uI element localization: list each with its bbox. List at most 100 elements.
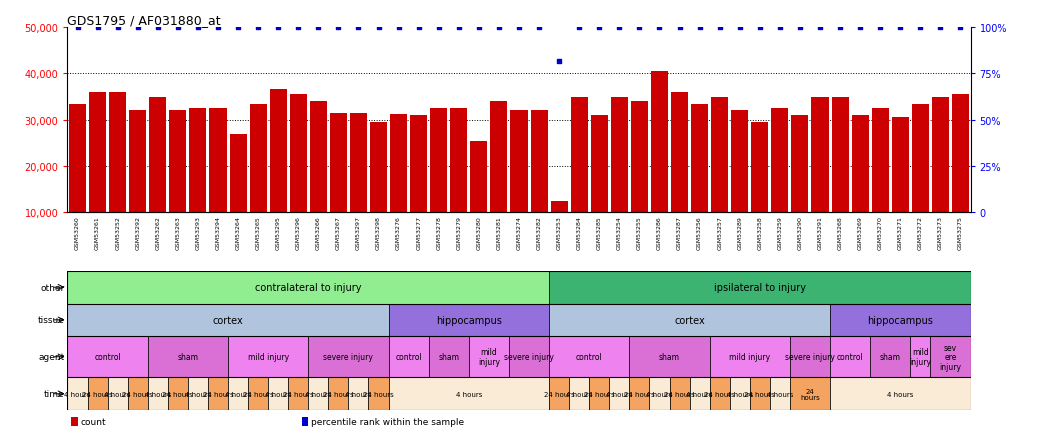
Point bbox=[89, 25, 106, 32]
Point bbox=[952, 25, 968, 32]
Text: percentile rank within the sample: percentile rank within the sample bbox=[311, 417, 464, 426]
Text: GSM53254: GSM53254 bbox=[617, 216, 622, 250]
Text: GSM53268: GSM53268 bbox=[838, 216, 843, 249]
Text: GSM53257: GSM53257 bbox=[717, 216, 722, 250]
Point bbox=[571, 25, 588, 32]
Bar bbox=[830, 336, 870, 378]
Bar bbox=[590, 378, 609, 410]
Point bbox=[711, 25, 728, 32]
Bar bbox=[67, 378, 87, 410]
Bar bbox=[147, 378, 168, 410]
Bar bbox=[651, 72, 668, 259]
Point bbox=[912, 25, 929, 32]
Point bbox=[591, 25, 607, 32]
Point bbox=[752, 25, 768, 32]
Bar bbox=[290, 95, 307, 259]
Point bbox=[691, 25, 708, 32]
Bar bbox=[228, 378, 248, 410]
Bar bbox=[388, 378, 549, 410]
Text: 4 hours: 4 hours bbox=[606, 391, 632, 397]
Point bbox=[892, 25, 908, 32]
Point bbox=[210, 25, 226, 32]
Bar bbox=[549, 336, 629, 378]
Bar bbox=[249, 104, 267, 259]
Text: 4 hours: 4 hours bbox=[185, 391, 211, 397]
Bar bbox=[388, 336, 429, 378]
Point bbox=[551, 58, 568, 65]
Point bbox=[651, 25, 667, 32]
Point bbox=[511, 25, 527, 32]
Text: GSM53277: GSM53277 bbox=[416, 216, 421, 250]
Bar bbox=[952, 95, 969, 259]
Text: tissue: tissue bbox=[37, 316, 64, 325]
Point bbox=[390, 25, 407, 32]
Bar bbox=[930, 336, 971, 378]
Bar bbox=[711, 97, 729, 259]
Text: sham: sham bbox=[177, 352, 198, 362]
Bar bbox=[549, 271, 971, 304]
Bar bbox=[550, 201, 568, 259]
Text: control: control bbox=[94, 352, 121, 362]
Text: sham: sham bbox=[438, 352, 459, 362]
Bar bbox=[770, 378, 790, 410]
Bar bbox=[270, 89, 286, 259]
Bar bbox=[631, 102, 648, 259]
Bar bbox=[72, 418, 78, 426]
Point bbox=[310, 25, 327, 32]
Point bbox=[149, 25, 166, 32]
Bar bbox=[330, 114, 347, 259]
Point bbox=[109, 25, 126, 32]
Bar bbox=[490, 102, 508, 259]
Text: 4 hours: 4 hours bbox=[727, 391, 753, 397]
Text: GSM53292: GSM53292 bbox=[135, 216, 140, 250]
Point bbox=[350, 25, 366, 32]
Bar bbox=[831, 97, 849, 259]
Point bbox=[169, 25, 186, 32]
Text: cortex: cortex bbox=[675, 315, 705, 325]
Text: GSM53291: GSM53291 bbox=[818, 216, 822, 250]
Bar bbox=[910, 336, 930, 378]
Bar bbox=[450, 109, 467, 259]
Point bbox=[672, 25, 688, 32]
Point bbox=[290, 25, 306, 32]
Bar bbox=[229, 134, 247, 259]
Text: mild
injury: mild injury bbox=[909, 348, 931, 366]
Bar bbox=[610, 97, 628, 259]
Bar bbox=[731, 111, 748, 259]
Text: ipsilateral to injury: ipsilateral to injury bbox=[714, 283, 805, 293]
Text: GSM53281: GSM53281 bbox=[496, 216, 501, 249]
Point bbox=[270, 25, 286, 32]
Text: GSM53253: GSM53253 bbox=[556, 216, 562, 250]
Text: GSM53298: GSM53298 bbox=[376, 216, 381, 250]
Bar bbox=[730, 378, 749, 410]
Bar bbox=[629, 336, 710, 378]
Bar bbox=[268, 378, 289, 410]
Bar bbox=[470, 141, 488, 259]
Bar bbox=[469, 336, 509, 378]
Text: GSM53272: GSM53272 bbox=[918, 216, 923, 250]
Text: 4 hours: 4 hours bbox=[265, 391, 292, 397]
Bar bbox=[128, 378, 147, 410]
Bar bbox=[350, 114, 367, 259]
Bar bbox=[89, 93, 106, 259]
Bar bbox=[911, 104, 929, 259]
Bar bbox=[549, 378, 569, 410]
Text: 4 hours: 4 hours bbox=[887, 391, 913, 397]
Bar bbox=[69, 104, 86, 259]
Text: GSM53280: GSM53280 bbox=[476, 216, 482, 249]
Text: GSM53279: GSM53279 bbox=[457, 216, 461, 250]
Bar bbox=[308, 378, 328, 410]
Text: GSM53266: GSM53266 bbox=[316, 216, 321, 249]
Text: hippocampus: hippocampus bbox=[868, 315, 933, 325]
Text: count: count bbox=[81, 417, 106, 426]
Text: control: control bbox=[395, 352, 422, 362]
Text: severe injury: severe injury bbox=[785, 352, 835, 362]
Bar bbox=[629, 378, 650, 410]
Text: GSM53270: GSM53270 bbox=[878, 216, 882, 250]
Text: control: control bbox=[837, 352, 864, 362]
Point bbox=[130, 25, 146, 32]
Bar bbox=[671, 93, 688, 259]
Point bbox=[70, 25, 86, 32]
Text: hippocampus: hippocampus bbox=[436, 315, 501, 325]
Text: GSM53290: GSM53290 bbox=[797, 216, 802, 250]
